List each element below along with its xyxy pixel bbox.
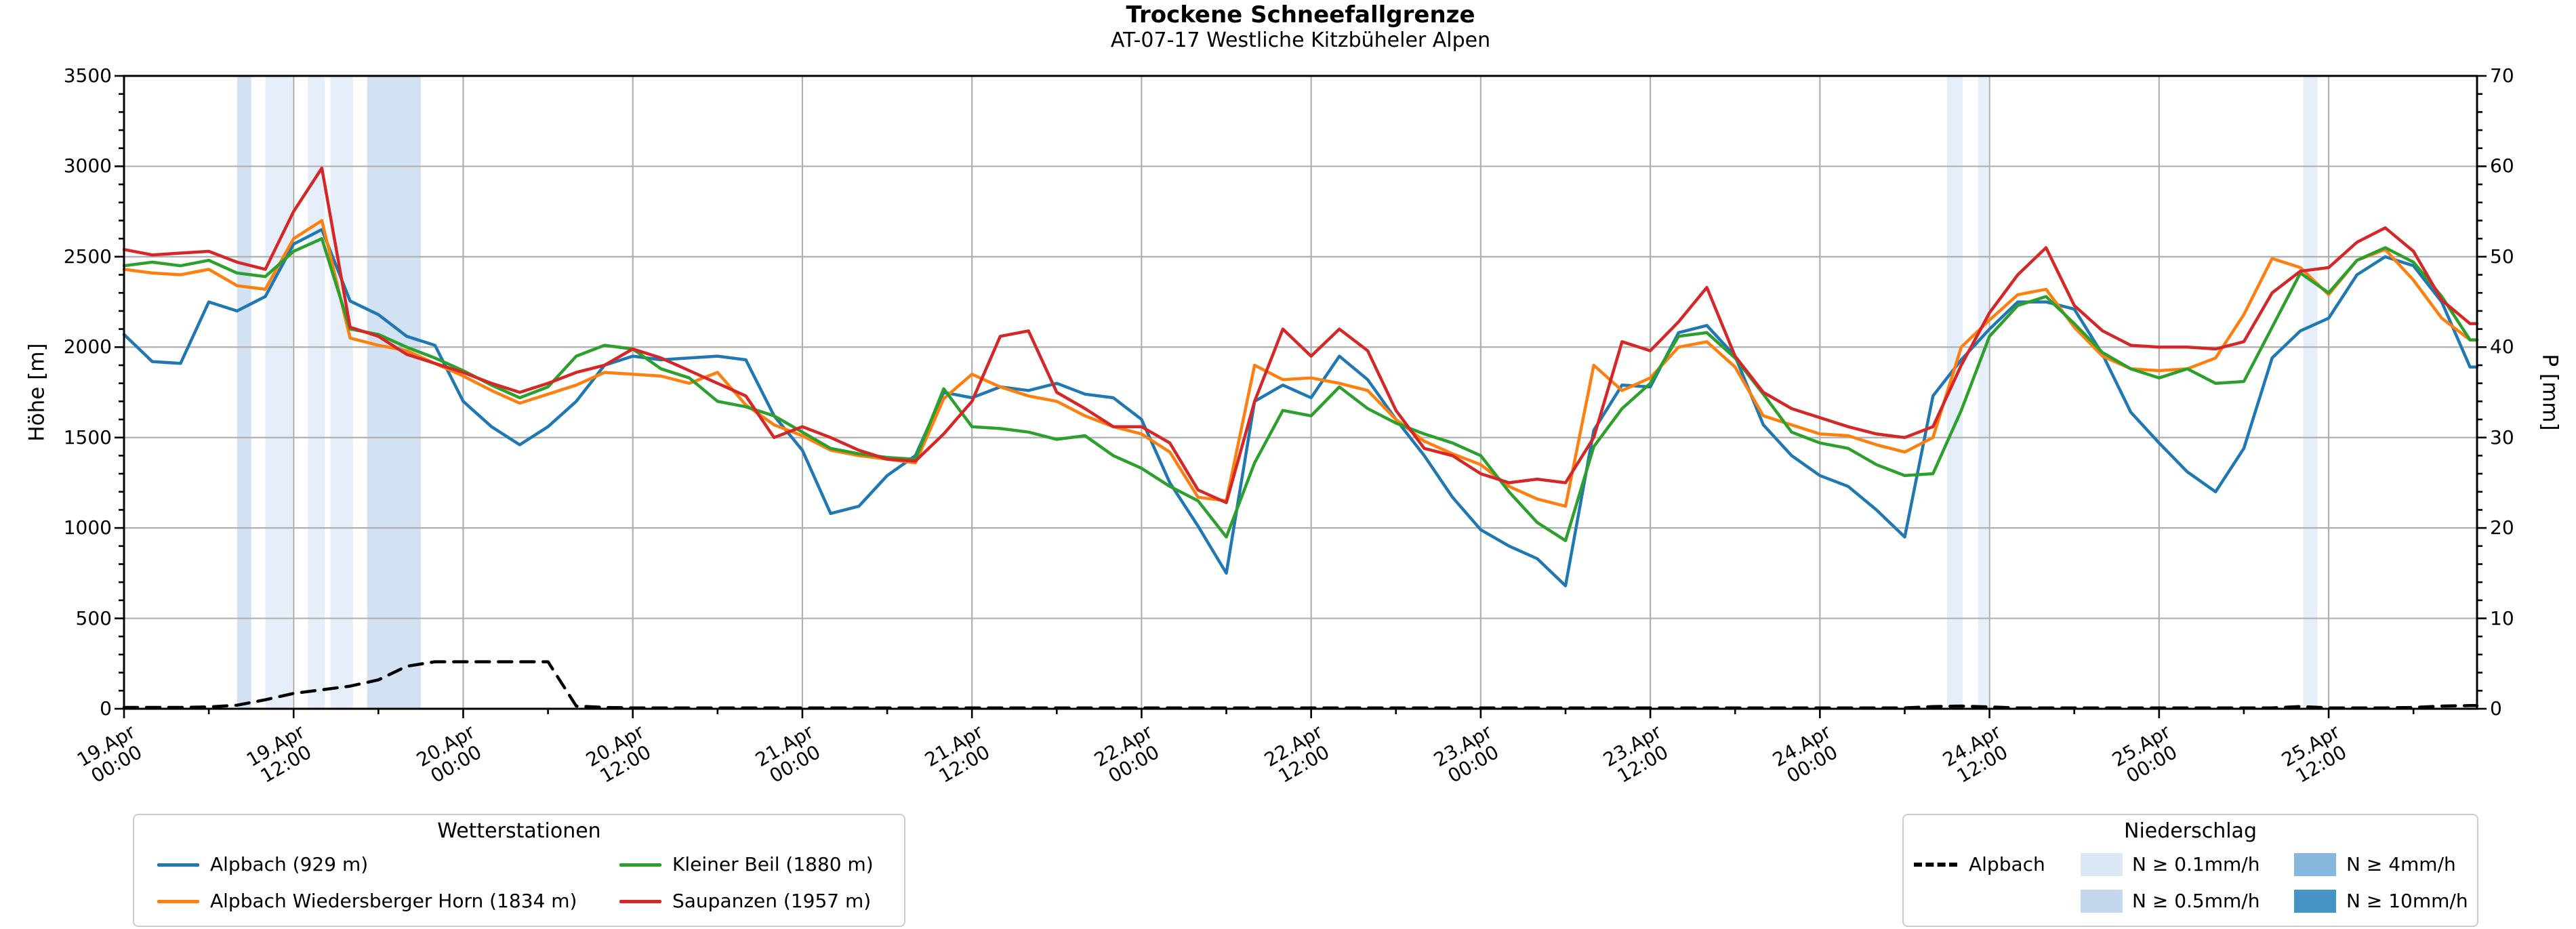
chart-subtitle: AT-07-17 Westliche Kitzbüheler Alpen (1110, 28, 1491, 52)
legend-item-05mm: N ≥ 0.5mm/h (2132, 890, 2260, 912)
y-tick-label-left: 0 (100, 697, 112, 720)
y-tick-label-left: 1000 (63, 516, 112, 539)
y-tick-label-left: 1500 (63, 426, 112, 449)
precip-band (330, 76, 353, 709)
legend-item-kleiner-beil: Kleiner Beil (1880 m) (672, 853, 874, 875)
legend-item-wiedersberger-horn: Alpbach Wiedersberger Horn (1834 m) (210, 890, 577, 912)
y-tick-label-right: 20 (2490, 516, 2514, 539)
legend-line-swatch-saupanzen (619, 900, 661, 903)
legend-precip: Niederschlag Alpbach N ≥ 0.1mm/h N ≥ 0.5… (1902, 814, 2478, 927)
legend-stations-title: Wetterstationen (437, 819, 601, 843)
plot-spines (123, 75, 2478, 710)
y-tick-label-right: 50 (2490, 245, 2514, 268)
series-alpbach-wiedersberger-horn-1834-m- (122, 219, 2479, 508)
chart-title: Trockene Schneefallgrenze (1126, 1, 1475, 28)
legend-line-swatch-wiedersberger-horn (157, 900, 199, 903)
y-tick-label-right: 70 (2490, 64, 2514, 87)
series-kleiner-beil-1880-m- (122, 236, 2479, 543)
y-tick-label-right: 30 (2490, 426, 2514, 449)
y-tick-label-right: 0 (2490, 697, 2502, 720)
precip-band (1978, 76, 1988, 709)
legend-item-4mm: N ≥ 4mm/h (2346, 853, 2456, 875)
legend-line-swatch-kleiner-beil (619, 863, 661, 867)
legend-line-swatch-alpbach (157, 863, 199, 867)
y-tick-label-left: 3000 (63, 154, 112, 178)
legend-item-saupanzen: Saupanzen (1957 m) (672, 890, 872, 912)
legend-item-01mm: N ≥ 0.1mm/h (2132, 853, 2260, 875)
series-saupanzen-1957-m- (122, 166, 2479, 505)
legend-patch-05mm (2081, 890, 2123, 913)
precip-band (265, 76, 293, 709)
precip-band (2303, 76, 2318, 709)
precip-band (308, 76, 325, 709)
precip-band (367, 76, 421, 709)
series-alpbach-929-m- (122, 228, 2479, 587)
y-tick-label-right: 10 (2490, 606, 2514, 629)
legend-item-10mm: N ≥ 10mm/h (2346, 890, 2468, 912)
legend-patch-4mm (2294, 853, 2336, 876)
legend-item-alpbach: Alpbach (929 m) (210, 853, 369, 875)
y-tick-label-right: 40 (2490, 335, 2514, 358)
precip-band (237, 76, 251, 709)
legend-item-alpbach-precip: Alpbach (1969, 853, 2045, 875)
y-tick-label-left: 2000 (63, 335, 112, 358)
legend-stations: Wetterstationen Alpbach (929 m) Alpbach … (133, 814, 905, 927)
y-tick-label-right: 60 (2490, 154, 2514, 178)
y-tick-label-left: 2500 (63, 245, 112, 268)
series-alpbach (122, 660, 2479, 709)
legend-dashed-swatch (1914, 863, 1957, 867)
legend-precip-title: Niederschlag (2124, 819, 2257, 843)
legend-patch-10mm (2294, 890, 2336, 913)
precip-band (1947, 76, 1963, 709)
y-tick-label-left: 3500 (63, 64, 112, 87)
y-tick-label-left: 500 (75, 606, 112, 629)
legend-patch-01mm (2081, 853, 2123, 876)
